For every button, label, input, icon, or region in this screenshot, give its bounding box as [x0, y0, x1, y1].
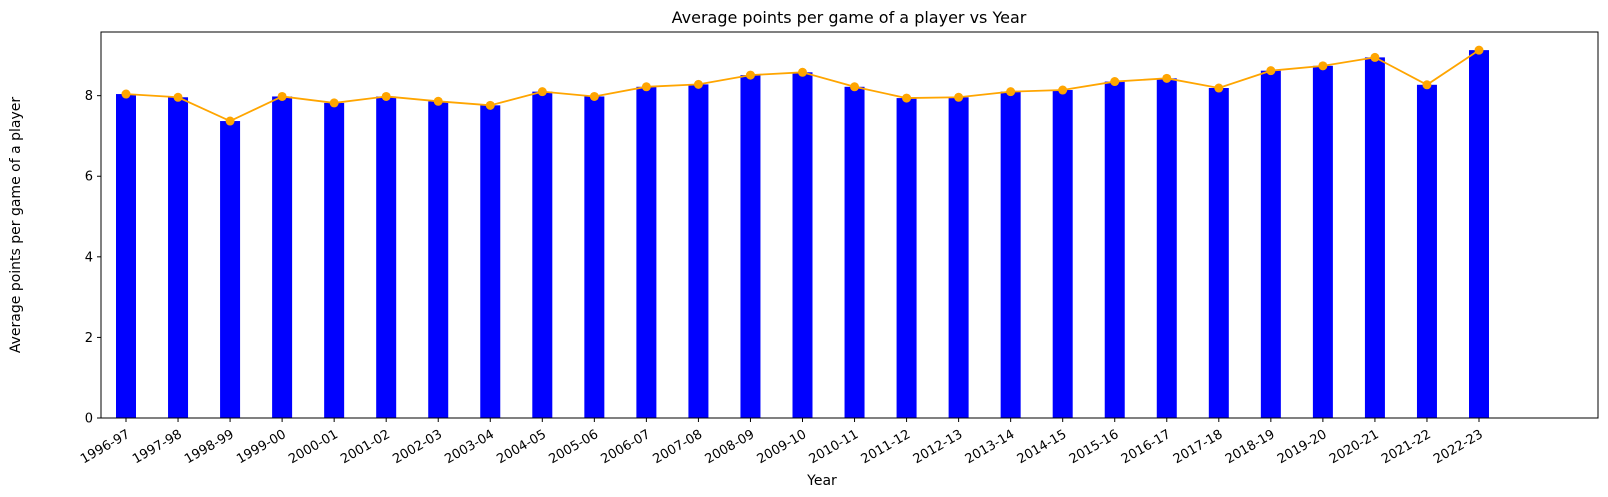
bar-2011-12	[896, 98, 917, 418]
bar-2022-23	[1469, 50, 1489, 418]
point-2016-17	[1162, 73, 1172, 83]
point-1997-98	[173, 92, 183, 102]
point-2010-11	[850, 82, 860, 92]
bar-1996-97	[116, 94, 136, 418]
x-tick-label: 2007-08	[651, 427, 706, 467]
x-tick-label: 2021-22	[1379, 427, 1434, 467]
point-2022-23	[1474, 45, 1484, 55]
x-tick-label: 1997-98	[130, 427, 185, 467]
x-tick-label: 2015-16	[1067, 427, 1122, 467]
x-tick-label: 2011-12	[859, 427, 914, 467]
x-tick-label: 2004-05	[494, 427, 549, 467]
x-tick-label: 2019-20	[1275, 427, 1330, 467]
point-2000-01	[329, 98, 339, 108]
point-2020-21	[1370, 52, 1380, 62]
point-2013-14	[1006, 87, 1016, 97]
x-tick-label: 2017-18	[1171, 427, 1226, 467]
x-tick-label: 2002-03	[390, 427, 445, 467]
bar-2002-03	[428, 101, 449, 419]
x-axis-label: Year	[806, 473, 837, 489]
x-tick-label: 2009-10	[755, 427, 810, 467]
point-2009-10	[798, 67, 807, 77]
point-2005-06	[589, 91, 599, 101]
bar-2015-16	[1104, 81, 1125, 418]
bar-2019-20	[1312, 65, 1333, 418]
bar-2010-11	[844, 86, 865, 419]
point-2019-20	[1318, 61, 1328, 71]
point-1998-99	[225, 116, 235, 126]
point-2011-12	[902, 93, 912, 103]
x-tick-label: 2010-11	[807, 427, 862, 467]
bar-2009-10	[792, 72, 813, 419]
y-tick-label: 4	[85, 250, 93, 265]
bar-2004-05	[532, 91, 553, 418]
x-tick-label: 2005-06	[546, 427, 601, 467]
bar-2000-01	[324, 102, 345, 419]
bar-2007-08	[688, 84, 709, 419]
bar-2021-22	[1416, 84, 1437, 418]
bar-2013-14	[1000, 91, 1021, 418]
bar-2001-02	[376, 96, 397, 418]
x-tick-label: 2018-19	[1223, 427, 1278, 467]
x-tick-label: 2014-15	[1015, 427, 1070, 467]
bar-2016-17	[1156, 78, 1177, 418]
x-tick-label: 2022-23	[1431, 427, 1486, 467]
point-2001-02	[381, 91, 391, 101]
point-2021-22	[1422, 80, 1432, 90]
point-2018-19	[1266, 66, 1276, 76]
point-2002-03	[433, 96, 443, 106]
bar-2014-15	[1052, 90, 1073, 418]
bar-1997-98	[168, 97, 189, 418]
bar-2006-07	[636, 86, 657, 419]
point-2008-09	[745, 70, 755, 80]
plot-frame	[100, 31, 1599, 419]
x-tick-label: 2003-04	[442, 427, 497, 467]
y-tick-label: 6	[85, 170, 93, 185]
x-tick-label: 2020-21	[1327, 427, 1382, 467]
bar-2020-21	[1364, 57, 1385, 419]
point-1996-97	[121, 89, 131, 99]
bars-layer	[116, 50, 1489, 419]
bar-1999-00	[272, 96, 293, 418]
point-2007-08	[693, 79, 703, 89]
point-2006-07	[641, 82, 651, 92]
bar-2012-13	[948, 97, 969, 418]
points-layer	[121, 45, 1484, 126]
x-tick-label: 2016-17	[1119, 427, 1174, 467]
bar-2003-04	[480, 105, 501, 418]
point-2012-13	[954, 92, 964, 102]
bar-2008-09	[740, 75, 761, 418]
bar-2005-06	[584, 96, 605, 418]
y-axis-ticks: 0 2 4 6 8	[85, 89, 101, 427]
bar-2017-18	[1208, 88, 1229, 419]
x-tick-label: 1996-97	[78, 427, 133, 467]
x-tick-label: 2012-13	[911, 427, 966, 467]
chart-title: Average points per game of a player vs Y…	[672, 8, 1027, 27]
y-tick-label: 0	[85, 412, 93, 427]
point-2015-16	[1110, 77, 1120, 87]
x-axis-ticks: 1996-971997-981998-991999-002000-012001-…	[78, 418, 1486, 467]
x-tick-label: 2000-01	[286, 427, 341, 467]
y-axis-label: Average points per game of a player	[8, 97, 24, 353]
x-tick-label: 1998-99	[182, 427, 237, 467]
x-tick-label: 2008-09	[703, 427, 758, 467]
x-tick-label: 2001-02	[338, 427, 393, 467]
y-tick-label: 2	[85, 331, 93, 346]
x-tick-label: 2006-07	[599, 427, 654, 467]
y-tick-label: 8	[85, 89, 93, 104]
bar-2018-19	[1260, 70, 1281, 418]
bar-1998-99	[220, 121, 241, 418]
x-tick-label: 2013-14	[963, 427, 1018, 467]
point-1999-00	[277, 91, 287, 101]
point-2004-05	[537, 87, 547, 97]
point-2014-15	[1058, 85, 1068, 95]
point-2017-18	[1214, 83, 1224, 93]
point-2003-04	[485, 100, 495, 110]
x-tick-label: 1999-00	[234, 427, 289, 467]
